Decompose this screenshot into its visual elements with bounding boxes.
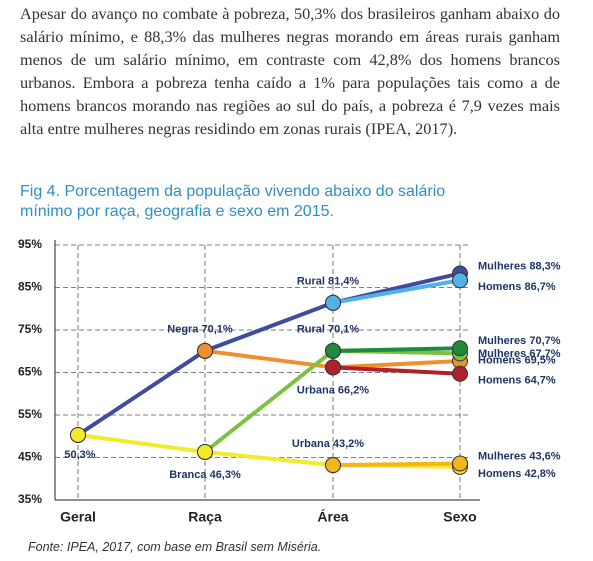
data-point [325,359,341,376]
y-tick-label: 65% [18,365,42,379]
data-point [325,294,341,311]
data-label: 50,3% [64,449,95,461]
figure-title: Fig 4. Porcentagem da população vivendo … [20,183,446,220]
y-tick-label: 85% [18,280,42,294]
x-tick-label: Raça [188,509,222,525]
data-point [325,342,341,359]
source: Fonte: IPEA, 2017, com base em Brasil se… [28,540,322,554]
data-point [452,340,468,357]
series-line [77,432,461,469]
data-label: Homens 69,5% [478,354,556,366]
data-label: Homens 64,7% [478,375,556,387]
x-tick-label: Geral [60,509,96,525]
data-label: Urbana 43,2% [292,438,364,450]
data-point [452,455,468,472]
paragraph: Apesar do avanço no combate à pobreza, 5… [20,4,560,138]
data-label: Homens 86,7% [478,281,556,293]
data-point [452,365,468,382]
data-label: Rural 70,1% [297,324,360,336]
data-label: Mulheres 67,7% [478,348,561,360]
series-line [332,461,461,468]
data-label: Mulheres 43,6% [478,450,561,462]
series-line [332,365,461,376]
data-point [70,426,86,443]
y-tick-label: 95% [18,237,42,251]
series-line [332,346,461,353]
x-tick-label: Sexo [443,509,476,525]
chart: 35% 45% 55% 65% 75% 85% 95% Geral Raça Área Sexo 50… [18,237,561,525]
y-tick-label: 75% [18,322,42,336]
data-label: Branca 46,3% [169,469,241,481]
data-label: Mulheres 88,3% [478,260,561,272]
x-tick-label: Área [317,509,348,525]
data-label: Negra 70,1% [167,324,233,336]
data-label: Rural 81,4% [297,276,360,288]
y-tick-label: 45% [18,450,42,464]
y-tick-label: 35% [18,492,42,506]
data-point [452,272,468,289]
data-label: Mulheres 70,7% [478,335,561,347]
data-label: Urbana 66,2% [297,384,369,396]
data-point [197,342,213,359]
data-label: Homens 42,8% [478,468,556,480]
data-point [325,457,341,474]
series-line [332,278,461,305]
y-tick-label: 55% [18,407,42,421]
series-line [76,271,461,437]
data-point [197,443,213,460]
